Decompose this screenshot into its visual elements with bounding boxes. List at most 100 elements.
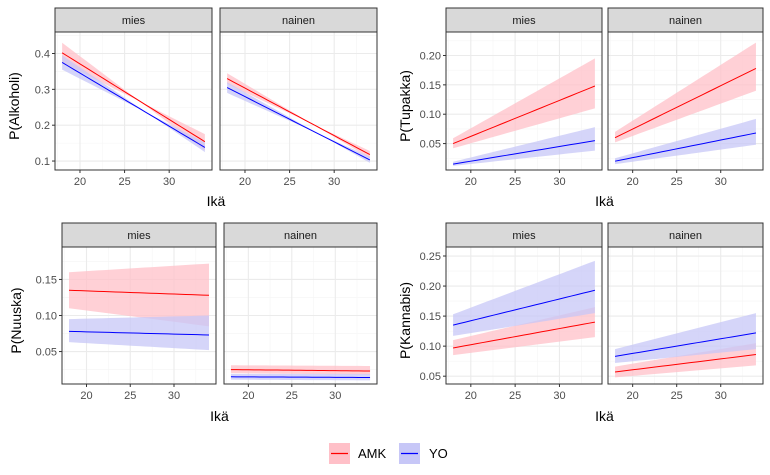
x-tick-label: 20 <box>80 390 92 402</box>
x-tick-label: 25 <box>509 390 521 402</box>
confidence-band-amk <box>453 307 595 356</box>
panel-mies: mies 20 25 30 0.05 0.10 0.15 0.20 <box>420 7 603 188</box>
panel-border <box>607 246 764 385</box>
strip-nainen <box>219 7 378 33</box>
x-tick-label: 30 <box>715 176 727 188</box>
y-axis-title: P(Tupakka) <box>397 70 413 142</box>
panel-background <box>55 32 212 170</box>
series-line-yo <box>61 62 206 148</box>
strip-mies <box>61 222 217 248</box>
strip-label: nainen <box>669 15 702 27</box>
confidence-band-amk <box>227 73 370 159</box>
confidence-band-amk <box>69 263 209 327</box>
strip-label: nainen <box>282 15 315 27</box>
confidence-band-amk <box>453 58 595 149</box>
panel-nainen: nainen 20 25 30 <box>223 222 378 402</box>
panel-mies: mies 20 25 30 0.05 0.10 0.15 0.20 0.25 <box>420 222 603 402</box>
panel-nainen: nainen 20 25 30 <box>607 222 764 402</box>
x-axis-title: Ikä <box>595 193 614 209</box>
chart-pkannabis: mies 20 25 30 0.05 0.10 0.15 0.20 0.25 nainen 20 25… <box>397 222 764 424</box>
x-tick-label: 30 <box>715 390 727 402</box>
confidence-band-yo <box>227 82 370 163</box>
series-line-amk <box>453 321 595 349</box>
panel-border <box>445 31 603 171</box>
panel-border <box>219 31 378 171</box>
y-tick-label: 0.4 <box>35 49 50 61</box>
y-tick-label: 0.20 <box>420 281 441 293</box>
y-axis-title: P(Nuuska) <box>8 287 24 353</box>
series-line-amk <box>452 85 596 145</box>
strip-mies <box>445 222 603 248</box>
y-tick-label: 0.20 <box>420 50 441 62</box>
y-axis-title: P(Alkoholi) <box>6 72 22 140</box>
y-tick-label: 0.15 <box>420 80 441 92</box>
confidence-band-yo <box>615 118 756 165</box>
x-tick-label: 25 <box>671 176 683 188</box>
confidence-band-yo <box>62 55 205 153</box>
x-tick-label: 20 <box>242 390 254 402</box>
y-axis-title: P(Kannabis) <box>397 282 413 359</box>
panel-mies: mies 20 25 30 0.05 0.10 0.15 <box>36 222 217 402</box>
x-tick-label: 30 <box>329 390 341 402</box>
chart-pnuuska: mies 20 25 30 0.05 0.10 0.15 nainen 20 25 30 Ikä P(N… <box>8 222 378 424</box>
series-line-yo <box>614 132 757 162</box>
panel-border <box>54 31 213 171</box>
chart-ptupakka: mies 20 25 30 0.05 0.10 0.15 0.20 nainen 20 25 30 Ik… <box>397 7 764 209</box>
y-tick-label: 0.05 <box>420 139 441 151</box>
confidence-band-yo <box>453 127 595 166</box>
x-tick-label: 30 <box>328 176 340 188</box>
x-axis-title: Ikä <box>207 193 226 209</box>
legend-label-amk: AMK <box>358 446 387 461</box>
series-line-yo <box>68 330 210 336</box>
series-line-yo <box>230 376 371 379</box>
x-axis-title: Ikä <box>210 408 229 424</box>
series-line-yo <box>614 332 757 357</box>
x-tick-label: 30 <box>163 176 175 188</box>
y-tick-label: 0.10 <box>420 109 441 121</box>
strip-nainen <box>223 222 378 248</box>
x-tick-label: 30 <box>553 176 565 188</box>
strip-nainen <box>607 7 764 33</box>
x-tick-label: 25 <box>286 390 298 402</box>
x-tick-label: 25 <box>283 176 295 188</box>
series-line-amk <box>61 52 206 143</box>
series-line-yo <box>453 140 595 165</box>
panel-background <box>220 32 377 170</box>
y-tick-label: 0.15 <box>36 274 57 286</box>
x-tick-label: 30 <box>553 390 565 402</box>
series-line-amk <box>226 78 371 156</box>
y-tick-label: 0.05 <box>36 347 57 359</box>
y-tick-label: 0.2 <box>35 120 50 132</box>
x-tick-label: 20 <box>465 390 477 402</box>
confidence-band-amk <box>615 42 756 143</box>
series-line-amk <box>230 369 371 372</box>
x-tick-label: 20 <box>627 390 639 402</box>
y-tick-label: 0.10 <box>420 341 441 353</box>
strip-label: mies <box>512 230 536 242</box>
panel-nainen: nainen 20 25 30 <box>607 7 764 188</box>
x-tick-label: 20 <box>627 176 639 188</box>
strip-label: mies <box>512 15 536 27</box>
strip-nainen <box>607 222 764 248</box>
strip-label: nainen <box>284 230 317 242</box>
y-tick-label: 0.3 <box>35 84 50 96</box>
legend: AMK YO <box>329 443 448 464</box>
chart-palkoholi: mies 20 25 30 0.1 0.2 0.3 0.4 nainen 20 25 30 Ikä P(A… <box>6 7 378 209</box>
series-line-yo <box>226 87 371 161</box>
panel-border <box>445 246 603 385</box>
y-tick-label: 0.10 <box>36 311 57 323</box>
panel-border <box>223 246 378 385</box>
series-line-amk <box>614 67 757 139</box>
x-tick-label: 25 <box>671 390 683 402</box>
x-tick-label: 25 <box>124 390 136 402</box>
x-tick-label: 20 <box>465 176 477 188</box>
x-tick-label: 25 <box>509 176 521 188</box>
y-tick-label: 0.1 <box>35 156 50 168</box>
x-tick-label: 25 <box>118 176 130 188</box>
series-line-amk <box>68 289 210 296</box>
panel-mies: mies 20 25 30 0.1 0.2 0.3 0.4 <box>35 7 213 188</box>
y-tick-label: 0.05 <box>420 371 441 383</box>
strip-mies <box>445 7 603 33</box>
series-line-amk <box>614 354 757 373</box>
